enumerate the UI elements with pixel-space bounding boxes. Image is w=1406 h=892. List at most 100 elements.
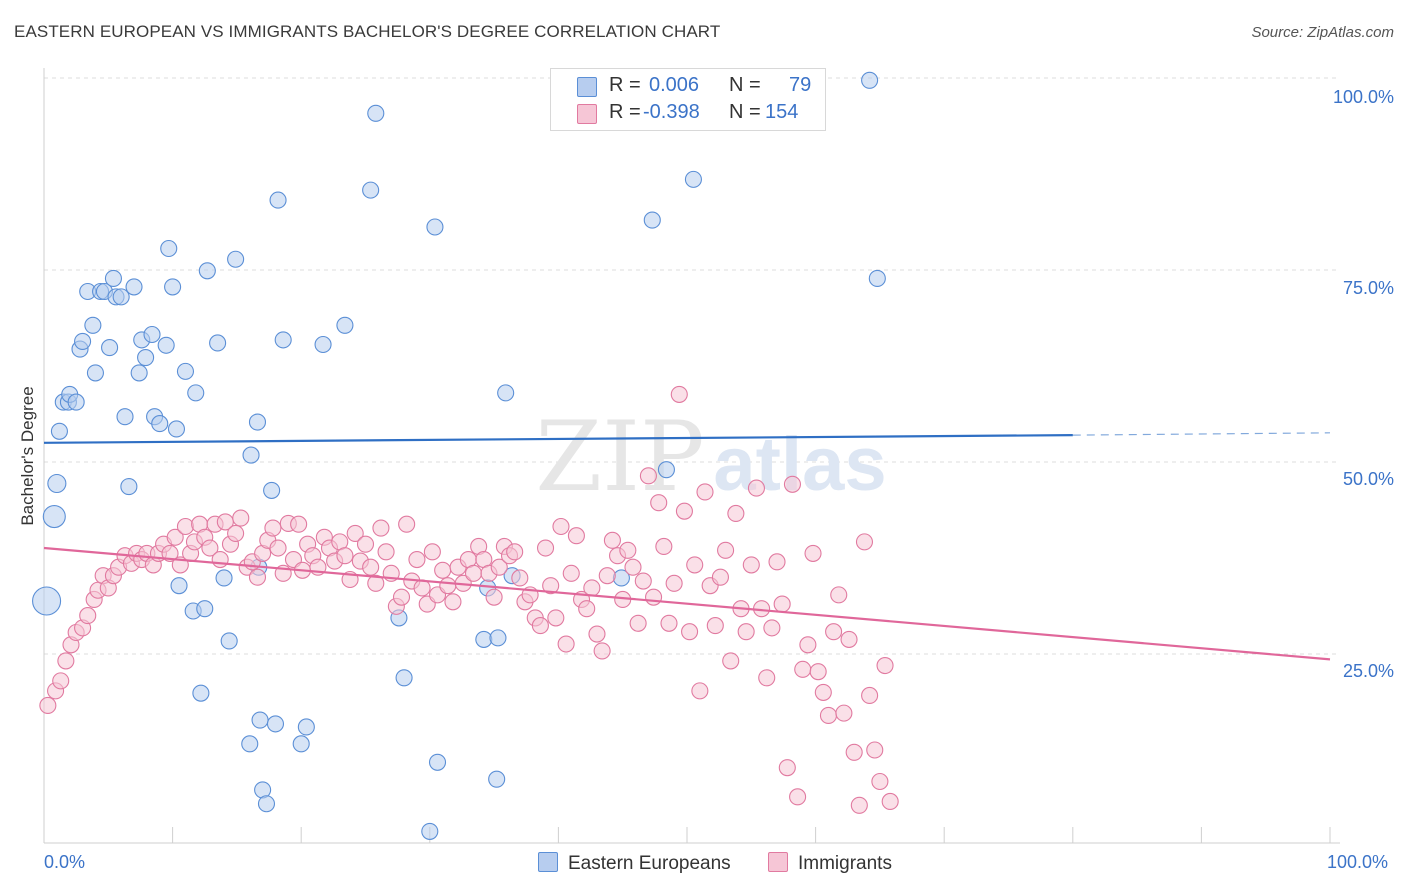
trend-line-eastern-europeans <box>43 434 1073 444</box>
chart-source: Source: ZipAtlas.com <box>1251 24 1394 41</box>
data-point <box>160 239 178 258</box>
data-point <box>583 579 601 597</box>
data-point <box>242 446 260 464</box>
data-point <box>747 479 765 497</box>
legend-row-immigrants: R = -0.398 N = 154 <box>551 101 825 127</box>
data-point <box>845 743 863 761</box>
data-point <box>398 515 416 533</box>
data-point <box>120 478 138 496</box>
legend-n-value: 79 <box>789 74 812 96</box>
data-point <box>722 652 740 670</box>
data-point <box>567 527 585 545</box>
data-point <box>758 669 776 687</box>
data-point <box>562 564 580 582</box>
data-point <box>125 278 143 296</box>
data-point <box>408 550 426 569</box>
data-point <box>274 331 292 349</box>
data-point <box>619 541 637 559</box>
data-point <box>696 483 714 501</box>
data-point <box>629 614 647 632</box>
data-point <box>657 461 675 479</box>
data-point <box>336 316 354 334</box>
watermark-zip: ZIP <box>535 401 704 513</box>
data-point <box>789 788 807 806</box>
data-point <box>809 663 827 681</box>
data-point <box>783 475 802 493</box>
bottom-legend-immigrants: Immigrants <box>768 852 892 875</box>
data-point <box>392 588 411 606</box>
data-point <box>691 682 709 700</box>
y-tick-label: 100.0% <box>1332 87 1394 107</box>
data-point <box>423 543 441 561</box>
data-point <box>557 635 575 653</box>
data-point <box>778 759 796 777</box>
data-point <box>488 770 506 788</box>
data-point <box>346 524 364 542</box>
data-point <box>413 579 431 597</box>
data-point <box>706 617 724 635</box>
data-point <box>727 504 745 523</box>
data-point <box>490 558 508 576</box>
data-point <box>670 385 688 403</box>
data-point <box>264 519 282 537</box>
legend-n-value: 154 <box>765 101 799 123</box>
data-point <box>269 191 287 209</box>
data-point <box>861 71 879 89</box>
bottom-legend-swatch-pink <box>768 852 788 872</box>
series-eastern-europeans <box>32 71 886 840</box>
data-point <box>506 543 524 561</box>
data-point <box>665 574 683 592</box>
legend-r-value: -0.398 <box>643 101 700 123</box>
bottom-legend-label: Eastern Europeans <box>568 853 731 874</box>
data-point <box>593 642 611 660</box>
data-point <box>367 104 385 122</box>
data-point <box>39 696 57 715</box>
data-point <box>655 537 673 556</box>
trend-line-immigrants <box>43 546 1331 661</box>
data-point <box>850 796 868 814</box>
data-point <box>426 218 444 236</box>
data-point <box>876 656 894 675</box>
data-point <box>57 652 75 670</box>
bottom-legend-label: Immigrants <box>798 853 892 874</box>
trend-line-eastern-europeans-extension <box>1072 432 1331 436</box>
data-point <box>52 672 70 690</box>
data-point <box>356 535 375 553</box>
data-point <box>799 636 817 654</box>
data-point <box>314 335 332 354</box>
data-point <box>176 362 195 380</box>
data-point <box>868 269 886 287</box>
data-point <box>768 553 786 571</box>
data-point <box>336 547 354 565</box>
data-point <box>444 593 462 611</box>
data-point <box>32 586 62 616</box>
data-point <box>643 211 661 229</box>
data-point <box>290 515 308 533</box>
legend-r-label: R = <box>609 101 641 123</box>
data-point <box>624 558 642 576</box>
data-point <box>47 473 67 494</box>
data-point <box>684 170 702 188</box>
data-point <box>248 568 267 586</box>
data-point <box>269 539 287 557</box>
data-point <box>220 632 238 650</box>
bottom-legend-swatch-blue <box>538 852 558 872</box>
data-point <box>464 564 483 582</box>
data-point <box>737 623 755 641</box>
data-point <box>79 607 97 625</box>
x-tick-label-min: 0.0% <box>44 852 86 872</box>
axes <box>43 68 1340 844</box>
data-point <box>266 715 285 733</box>
data-point <box>241 735 259 753</box>
data-point <box>84 316 102 334</box>
data-point <box>362 181 380 199</box>
data-point <box>485 588 503 606</box>
data-point <box>650 494 668 512</box>
data-point <box>211 550 229 569</box>
data-point <box>742 556 760 574</box>
data-point <box>475 630 493 648</box>
data-point <box>763 619 781 637</box>
data-point <box>198 262 216 280</box>
data-point <box>855 533 874 551</box>
data-point <box>639 467 657 485</box>
